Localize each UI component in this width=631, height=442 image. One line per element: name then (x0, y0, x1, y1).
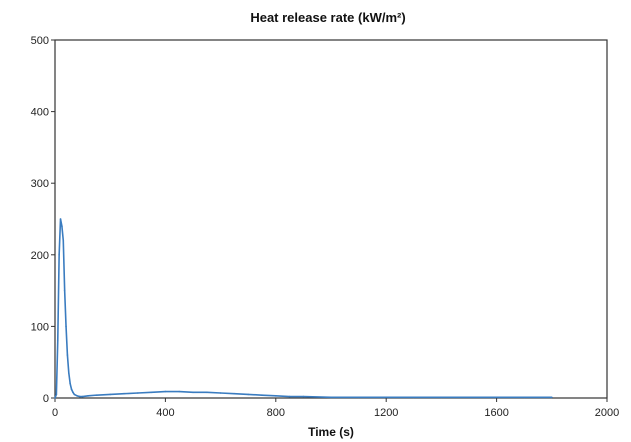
data-point (70, 388, 73, 391)
data-point (66, 354, 69, 356)
x-tick-label: 2000 (595, 407, 619, 419)
data-point (137, 392, 139, 394)
data-point (59, 218, 62, 220)
data-point (95, 394, 98, 396)
chart-title: Heat release rate (kW/m²) (250, 10, 405, 25)
data-point (233, 392, 236, 395)
x-axis: 0 400 800 1200 1600 2000 (52, 398, 619, 419)
data-point (385, 396, 388, 399)
series-group (54, 218, 553, 399)
data-point (150, 391, 153, 394)
data-point (468, 396, 470, 399)
y-tick-label: 500 (31, 35, 49, 47)
data-point (62, 239, 65, 242)
data-point (69, 382, 71, 385)
data-point (357, 396, 360, 399)
data-point (61, 225, 63, 227)
data-point (56, 339, 59, 342)
data-point (65, 325, 67, 328)
plot-area (54, 39, 608, 399)
y-tick-label: 200 (31, 250, 49, 262)
y-tick-label: 400 (31, 107, 49, 119)
data-point (72, 391, 74, 394)
x-tick-label: 800 (267, 407, 285, 419)
y-axis: 0 100 200 300 400 500 (31, 35, 55, 405)
data-point (58, 254, 60, 256)
data-point (54, 397, 56, 399)
data-point (275, 395, 277, 397)
data-point (330, 396, 332, 399)
data-point (164, 390, 167, 393)
data-point (495, 396, 498, 399)
y-tick-label: 0 (43, 393, 49, 405)
data-point (68, 372, 70, 374)
data-point (261, 394, 263, 396)
series-line (54, 218, 552, 399)
data-point (178, 390, 180, 393)
x-tick-label: 1600 (484, 407, 508, 419)
data-point (87, 395, 89, 397)
data-point (206, 391, 208, 394)
data-point (109, 393, 111, 396)
x-axis-title: Time (s) (308, 425, 354, 439)
data-point (219, 392, 222, 394)
data-point (73, 393, 76, 396)
data-point (192, 391, 194, 394)
data-point (247, 393, 249, 396)
data-point (55, 393, 58, 396)
data-point (551, 396, 553, 399)
data-point (63, 289, 66, 292)
data-point (76, 395, 78, 397)
x-tick-label: 1200 (374, 407, 398, 419)
data-point (523, 396, 525, 399)
data-point (288, 395, 291, 398)
data-point (440, 396, 443, 399)
data-point (81, 395, 84, 398)
x-tick-label: 400 (156, 407, 174, 419)
data-point (79, 395, 81, 398)
y-tick-label: 100 (31, 321, 49, 333)
data-point (123, 392, 125, 395)
x-tick-label: 0 (52, 407, 58, 419)
y-tick-label: 300 (31, 178, 49, 190)
data-point (302, 395, 305, 398)
data-point (413, 396, 415, 399)
